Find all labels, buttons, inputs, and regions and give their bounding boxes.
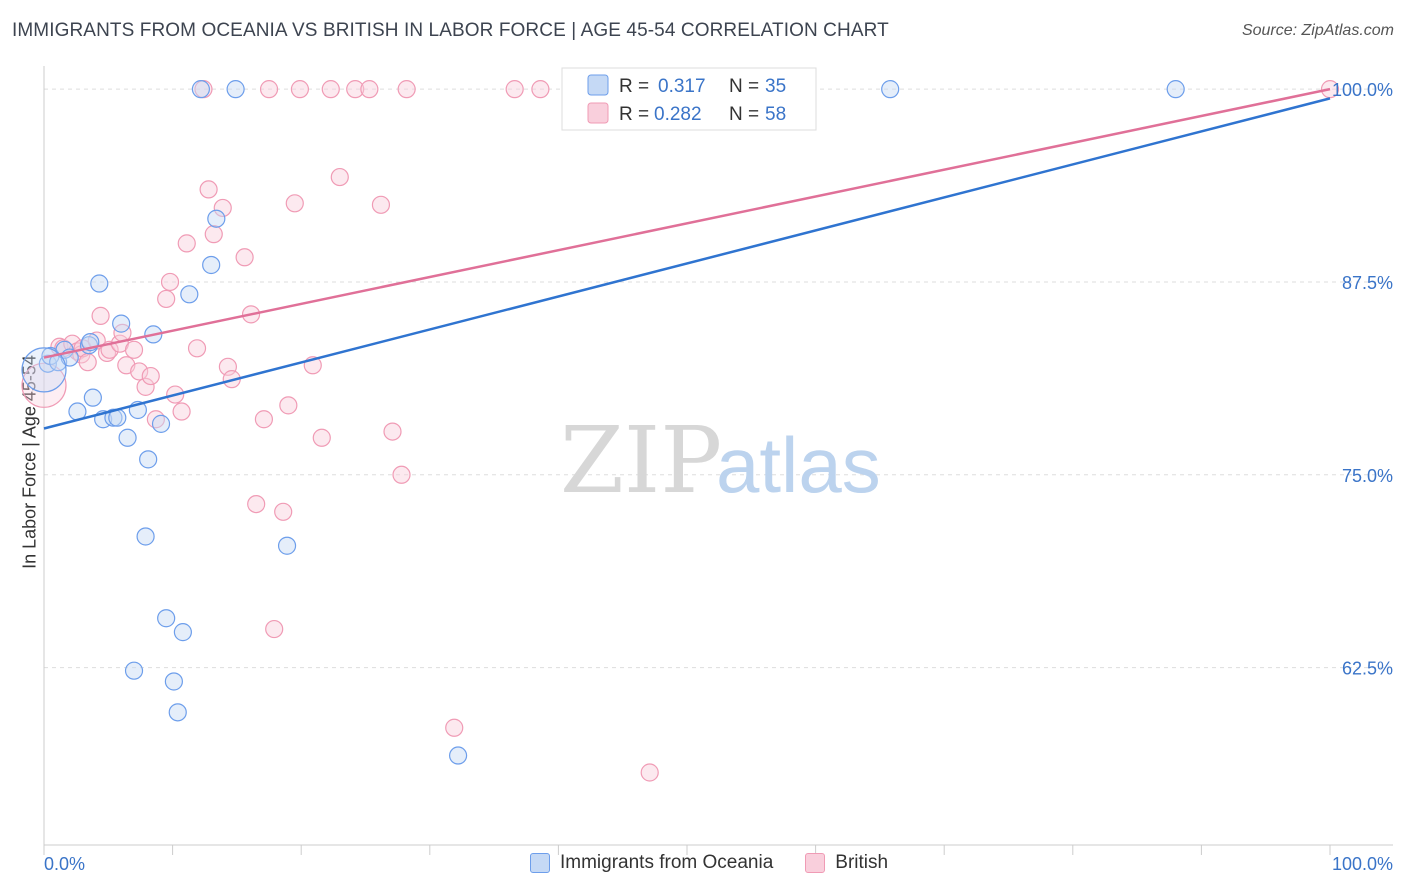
british-n-label: N = [729,104,759,125]
oceania-point [151,414,171,433]
british-point [160,272,180,292]
oceania-swatch [587,74,609,96]
british-n-value: 58 [765,104,786,125]
oceania-point [21,347,67,393]
oceania-point [207,209,226,228]
oceania-point [104,408,123,427]
tick-labels: 62.5% 75.0% 87.5% 100.0% 0.0% 100.0% [44,80,1393,874]
british-r-value: 0.282 [654,104,702,125]
watermark-zip: ZIP [560,407,722,514]
axes [43,66,1393,855]
x-tick-label-0: 0.0% [44,854,85,874]
british-point [235,248,254,267]
oceania-point [164,672,183,691]
oceania-point [83,388,102,407]
british-point [141,366,160,386]
legend-item-oceania[interactable]: Immigrants from Oceania [530,852,773,874]
british-point [312,428,331,447]
legend-item-british[interactable]: British [805,852,888,874]
british-r-label: R = [619,104,649,125]
british-point [91,306,110,325]
oceania-point [202,255,221,275]
british-point [177,234,196,253]
oceania-n-value: 35 [765,76,786,97]
source-label: Source: ZipAtlas.com [1241,22,1394,39]
oceania-point [173,623,192,642]
british-point [259,80,279,99]
british-point [213,198,232,218]
british-point [531,80,550,99]
legend-swatch-oceania [530,853,550,873]
oceania-point [157,609,176,628]
british-point [204,225,223,244]
oceania-r-label: R = [619,76,649,97]
british-point [279,396,298,415]
british-swatch [587,102,609,124]
british-point [124,340,144,359]
oceania-trend-line [43,97,1331,430]
oceania-point [226,80,245,99]
british-point [445,718,464,737]
chart-title: IMMIGRANTS FROM OCEANIA VS BRITISH IN LA… [12,20,889,41]
grid [44,88,1393,669]
oceania-points [21,80,1185,765]
oceania-point [90,274,109,293]
oceania-point [124,661,144,680]
british-point [290,80,310,99]
oceania-point [139,450,158,469]
british-point [505,80,524,99]
british-point [247,494,266,514]
oceania-r-value: 0.317 [658,76,706,97]
british-point [274,502,293,521]
stats-legend: R = 0.317 N = 35 R = 0.282 N = 58 [561,67,817,131]
oceania-point [168,703,187,722]
oceania-point [136,527,155,546]
british-point [392,465,411,484]
legend-label-oceania: Immigrants from Oceania [560,852,774,873]
oceania-n-label: N = [729,76,759,97]
y-tick-label-1: 75.0% [1342,466,1393,486]
british-point [199,180,218,199]
legend-label-british: British [835,852,889,873]
y-tick-label-0: 62.5% [1342,659,1393,679]
watermark-atlas: atlas [716,421,881,509]
british-point [130,362,149,381]
legend-swatch-british [805,853,826,873]
british-point [346,80,365,99]
watermark: ZIP atlas [560,407,881,514]
british-point [397,80,416,99]
british-point [360,80,379,99]
oceania-point [180,285,199,304]
oceania-point [191,80,210,99]
oceania-point [881,80,900,99]
oceania-point [118,428,137,447]
british-point [265,619,284,639]
british-trend-line [43,87,1331,359]
british-points [21,80,1340,782]
british-point [172,402,191,421]
trend-lines [43,87,1331,430]
british-point [371,195,391,214]
british-point [321,80,340,99]
oceania-point [112,314,131,333]
bottom-legend: Immigrants from Oceania British [530,852,920,874]
british-point [330,167,349,187]
oceania-point [448,746,468,765]
british-point [383,422,402,441]
y-tick-label-2: 87.5% [1342,273,1393,293]
british-point [285,194,304,213]
british-point [157,289,176,309]
british-point [21,362,67,408]
y-tick-label-3: 100.0% [1332,80,1393,100]
british-point [254,410,274,429]
oceania-point [277,536,297,555]
x-tick-label-1: 100.0% [1332,854,1393,874]
oceania-point [1166,80,1185,99]
british-point [78,353,97,372]
british-point [136,377,155,396]
british-point [640,763,659,782]
british-point [187,339,207,358]
